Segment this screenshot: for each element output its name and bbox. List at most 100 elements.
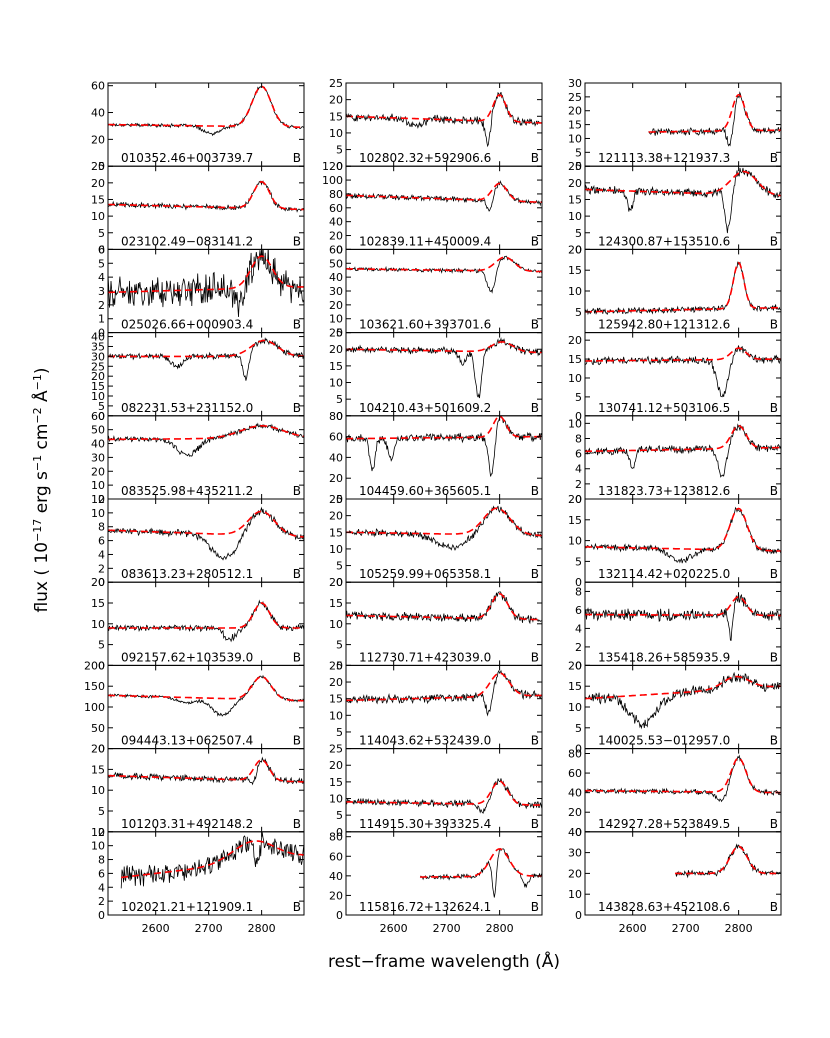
spectrum-line	[346, 591, 542, 625]
spectrum-line	[108, 506, 304, 561]
flag-label: B	[531, 318, 539, 332]
flag-label: B	[770, 734, 778, 748]
y-tick-label: 100	[84, 701, 105, 714]
y-tick-label: 20	[568, 243, 582, 256]
flag-label: B	[531, 900, 539, 914]
model-fit-line	[108, 510, 304, 538]
y-tick-label: 80	[329, 188, 343, 201]
y-tick-label: 0	[575, 243, 582, 256]
y-tick-label: 10	[568, 285, 582, 298]
y-tick-label: 0	[336, 160, 343, 173]
flag-label: B	[293, 817, 301, 831]
y-tick-label: 5	[98, 805, 105, 818]
y-tick-label: 4	[98, 271, 105, 284]
flag-label: B	[770, 567, 778, 581]
y-tick-label: 10	[568, 372, 582, 385]
y-tick-label: 25	[329, 659, 343, 672]
y-tick-label: 2	[98, 299, 105, 312]
object-label: 130741.12+503106.5	[598, 401, 730, 415]
y-tick-label: 0	[575, 659, 582, 672]
y-tick-label: 25	[329, 493, 343, 506]
y-tick-label: 15	[91, 597, 105, 610]
y-tick-label: 20	[568, 867, 582, 880]
flag-label: B	[293, 234, 301, 248]
spectrum-line	[108, 337, 304, 381]
y-tick-label: 15	[329, 110, 343, 123]
model-fit-line	[346, 592, 542, 621]
model-fit-line	[346, 672, 542, 702]
y-tick-label: 20	[568, 334, 582, 347]
spectrum-line	[585, 167, 781, 234]
y-tick-label: 0	[98, 410, 105, 423]
object-label: 114915.30+393325.4	[359, 817, 491, 831]
y-tick-label: 20	[91, 743, 105, 756]
model-fit-line	[108, 758, 304, 783]
y-tick-label: 5	[98, 400, 105, 413]
y-tick-label: 25	[329, 743, 343, 756]
y-tick-label: 30	[91, 451, 105, 464]
y-tick-label: 15	[568, 193, 582, 206]
y-tick-label: 20	[329, 510, 343, 523]
y-tick-label: 15	[91, 763, 105, 776]
y-tick-label: 200	[84, 659, 105, 672]
spectrum-line	[346, 180, 542, 212]
object-label: 102021.21+121909.1	[121, 900, 253, 914]
model-fit-line	[648, 93, 781, 133]
y-tick-label: 40	[329, 271, 343, 284]
spectrum-panel: 0 5 10 15 20 092157.62+103539.0 B	[91, 576, 305, 672]
y-tick-label: 15	[329, 526, 343, 539]
spectrum-panel: 0 5 10 15 20 25 114915.30+393325.4 B	[329, 743, 543, 839]
y-tick-label: 120	[322, 160, 343, 173]
y-tick-label: 15	[91, 380, 105, 393]
y-tick-label: 20	[568, 105, 582, 118]
y-tick-label: 10	[329, 127, 343, 140]
y-tick-label: 10	[329, 618, 343, 631]
y-tick-label: 20	[329, 576, 343, 589]
y-tick-label: 20	[329, 889, 343, 902]
y-tick-label: 60	[329, 202, 343, 215]
y-tick-label: 15	[568, 514, 582, 527]
spectrum-line	[346, 505, 542, 551]
y-tick-label: 40	[568, 787, 582, 800]
x-tick-label: 2700	[672, 922, 700, 935]
y-tick-label: 0	[575, 909, 582, 922]
y-tick-label: 0	[575, 160, 582, 173]
object-label: 023102.49−083141.2	[121, 234, 253, 248]
model-fit-line	[585, 347, 781, 362]
y-tick-label: 15	[91, 193, 105, 206]
y-tick-label: 0	[98, 327, 105, 340]
spectrum-panel: 0 20 40 60 80 104459.60+365605.1 B	[329, 410, 543, 506]
object-label: 101203.31+492148.2	[121, 817, 253, 831]
y-tick-label: 40	[329, 216, 343, 229]
object-label: 132114.42+020225.0	[598, 567, 730, 581]
flag-label: B	[770, 151, 778, 165]
panel-frame	[345, 831, 543, 916]
flag-label: B	[293, 484, 301, 498]
y-tick-label: 5	[575, 146, 582, 159]
y-tick-label: 10	[91, 507, 105, 520]
y-tick-label: 60	[329, 850, 343, 863]
y-tick-label: 40	[91, 331, 105, 344]
y-axis-title: flux ( 10−17 erg s−1 cm−2 Å−1)	[30, 367, 52, 612]
object-label: 112730.71+423039.0	[359, 650, 491, 664]
y-tick-label: 5	[336, 393, 343, 406]
object-label: 135418.26+585935.9	[598, 650, 730, 664]
y-tick-label: 20	[329, 676, 343, 689]
y-tick-label: 5	[575, 722, 582, 735]
spectrum-line	[346, 415, 542, 477]
y-tick-label: 15	[568, 353, 582, 366]
y-tick-label: 80	[329, 410, 343, 423]
model-fit-line	[108, 339, 304, 358]
y-tick-label: 5	[336, 144, 343, 157]
y-tick-label: 5	[575, 306, 582, 319]
y-tick-label: 20	[91, 133, 105, 146]
model-fit-line	[121, 840, 304, 879]
spectrum-panel: 5 10 15 20 125942.80+121312.6 B	[568, 243, 782, 334]
y-tick-label: 25	[329, 77, 343, 90]
y-tick-label: 0	[575, 410, 582, 423]
object-label: 140025.53−012957.0	[598, 734, 730, 748]
y-tick-label: 0	[336, 243, 343, 256]
y-tick-label: 12	[91, 493, 105, 506]
